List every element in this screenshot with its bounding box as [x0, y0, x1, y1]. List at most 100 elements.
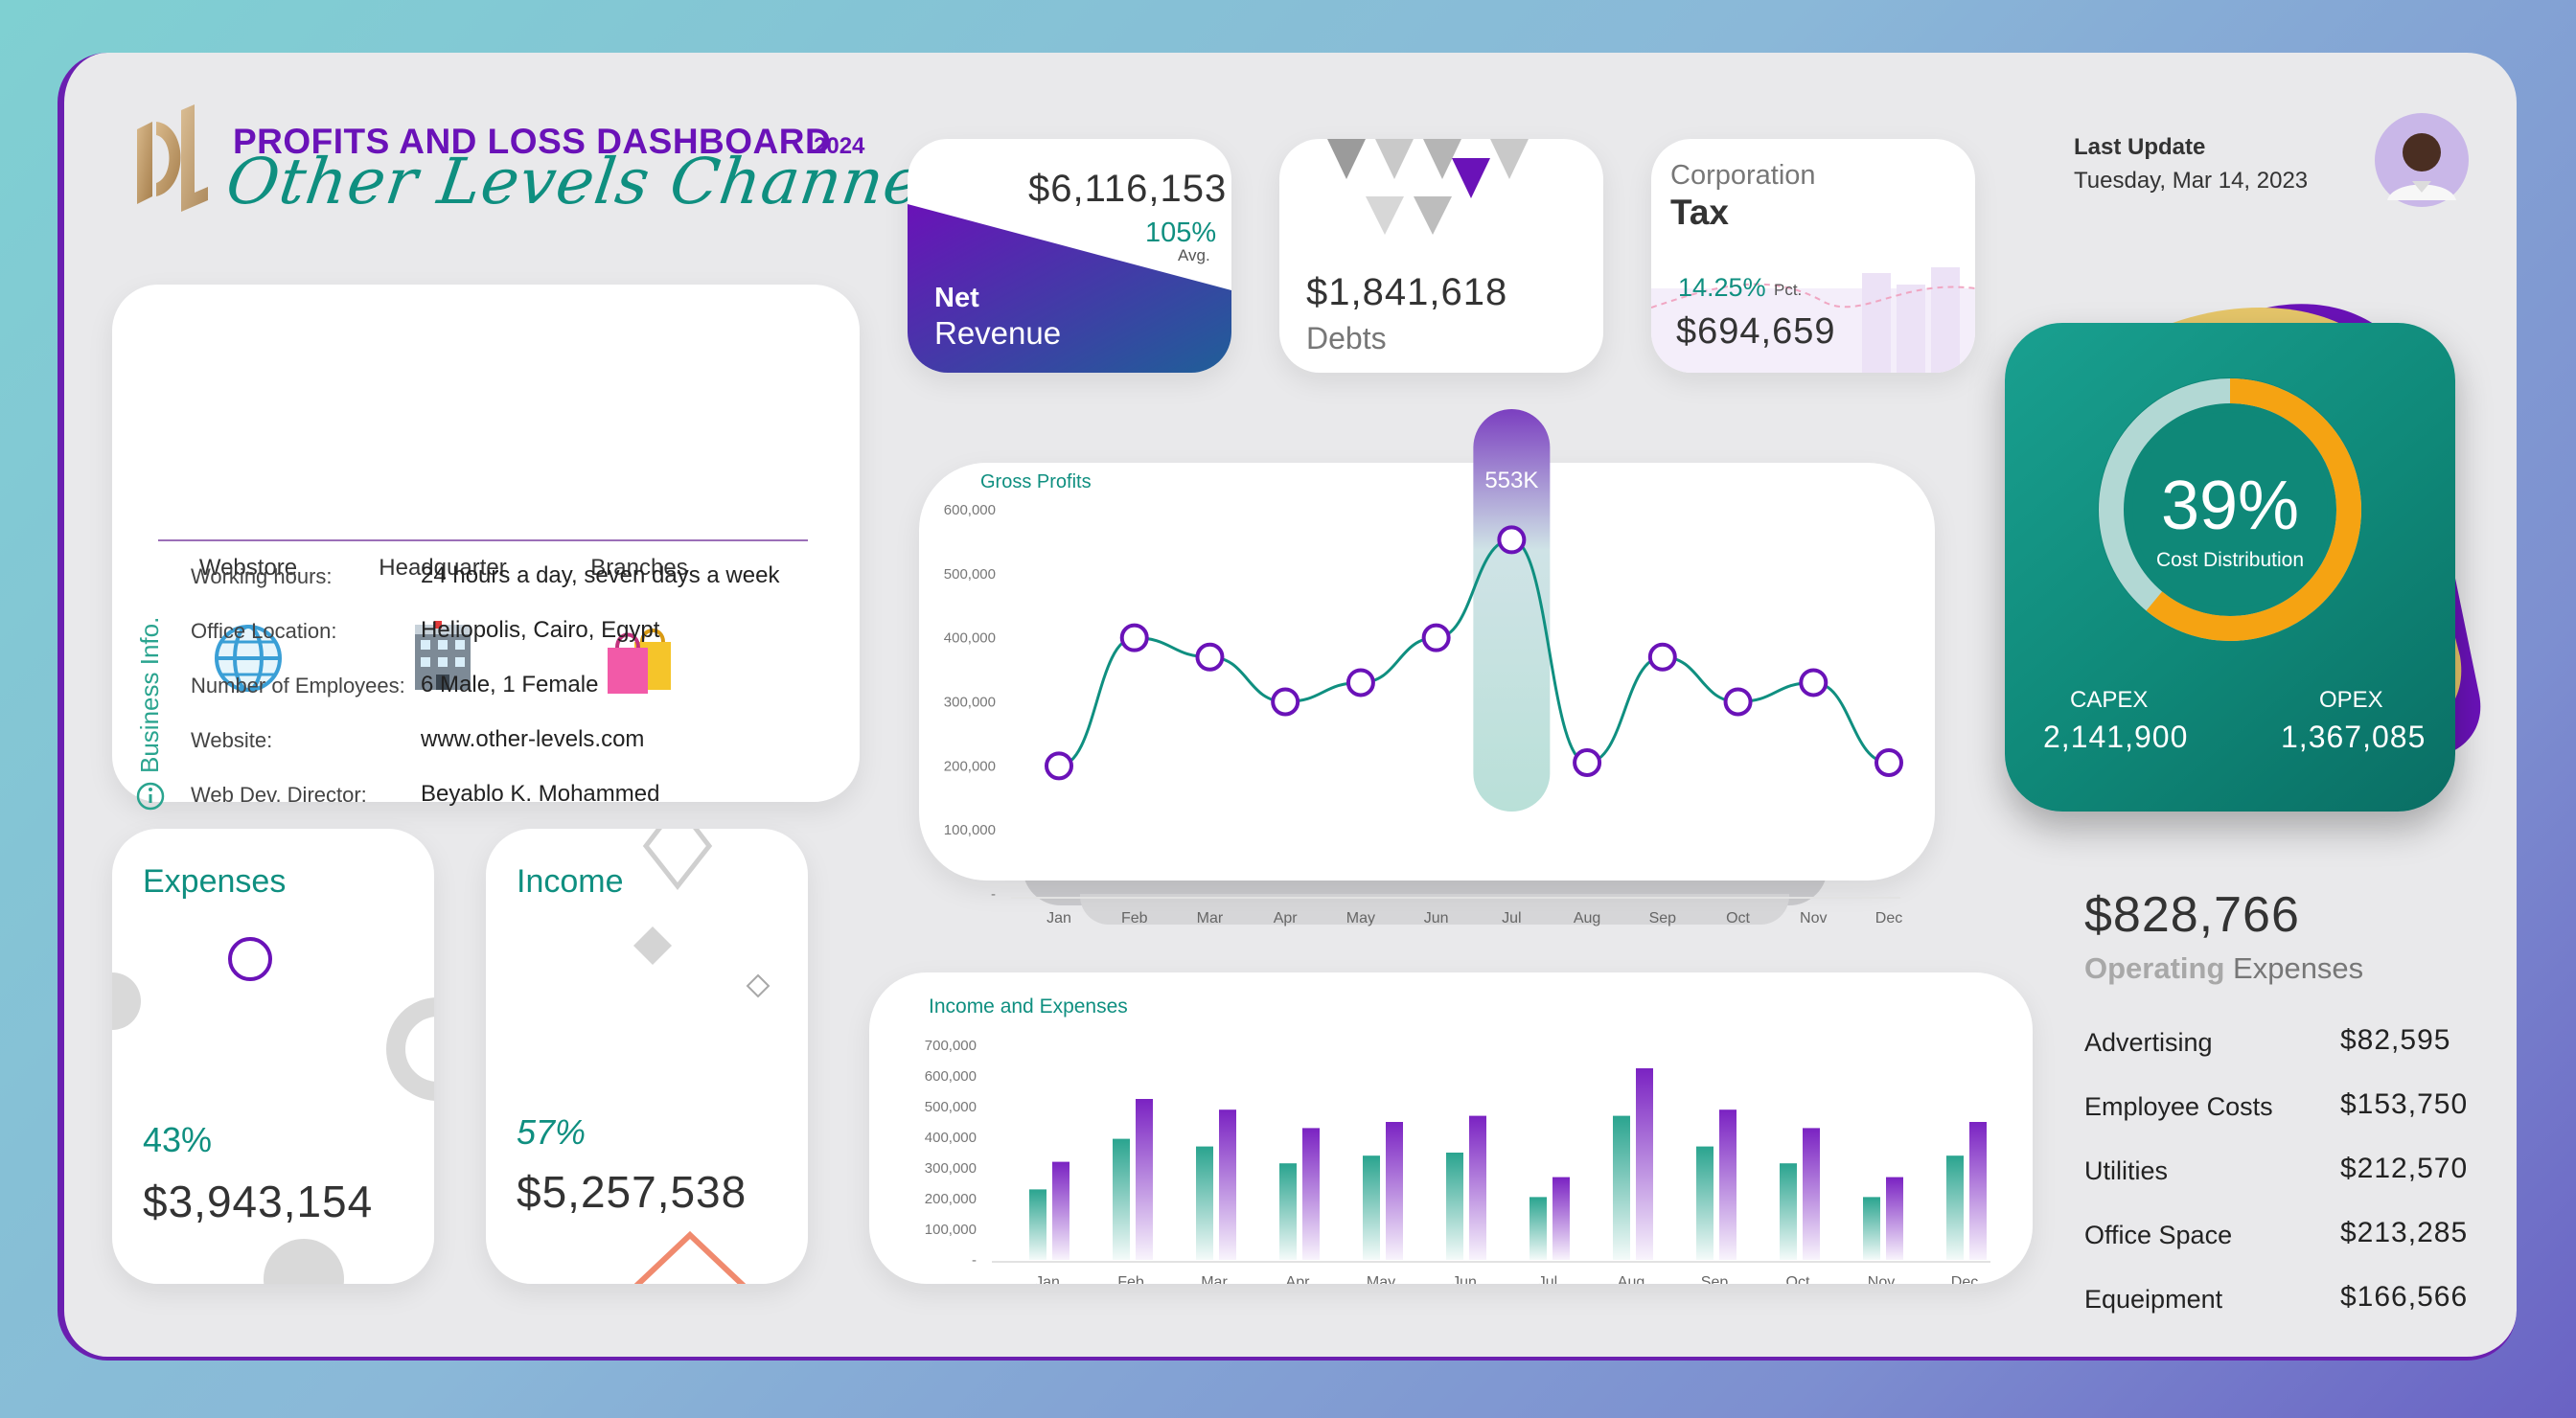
- data-point: [1497, 525, 1527, 555]
- x-tick-label: Nov: [1868, 1274, 1895, 1284]
- data-point: [1119, 623, 1149, 652]
- net-revenue-card: $6,116,153 105% Avg. Net Revenue: [908, 139, 1231, 373]
- capex-value: 2,141,900: [2043, 720, 2189, 754]
- tax-bars-background: [1651, 267, 1975, 373]
- diamond-decoration-icon: [642, 829, 713, 891]
- dashboard-frame: PROFITS AND LOSS DASHBOARD 2024 Other Le…: [58, 53, 2517, 1361]
- opex-label: OPEX: [2319, 687, 2383, 713]
- gross-profits-card: Gross Profits 553K - 100,000 200,000 300,000 4…: [919, 409, 1935, 926]
- tax-label-top: Corporation: [1670, 160, 1816, 191]
- x-tick-label: Apr: [1274, 910, 1299, 926]
- bar: [1886, 1177, 1903, 1260]
- data-point: [1346, 668, 1375, 698]
- info-label: Working hours:: [191, 564, 333, 588]
- operating-item-value: $212,570: [2340, 1153, 2469, 1184]
- channel-headquarter-label: Headquarter: [379, 555, 507, 581]
- bar: [1636, 1068, 1653, 1260]
- diamond-decoration-icon: [633, 1230, 747, 1284]
- y-tick-label: 300,000: [944, 695, 996, 711]
- page-title: PROFITS AND LOSS DASHBOARD: [233, 122, 832, 161]
- info-label: Web Dev. Director:: [191, 783, 367, 807]
- info-label: Office Location:: [191, 619, 337, 643]
- net-revenue-label-bottom: Revenue: [934, 315, 1062, 351]
- last-update-label: Last Update: [2074, 134, 2206, 160]
- expenses-card: Expenses 43% $3,943,154: [112, 829, 434, 1284]
- bar: [1780, 1163, 1797, 1260]
- operating-item-label: Office Space: [2084, 1221, 2233, 1249]
- x-tick-label: Feb: [1117, 1274, 1144, 1284]
- bar: [1552, 1177, 1570, 1260]
- data-point: [1573, 747, 1602, 777]
- x-tick-label: Aug: [1574, 910, 1600, 926]
- x-tick-label: Mar: [1201, 1274, 1228, 1284]
- bar: [1530, 1197, 1547, 1260]
- income-pct: 57%: [517, 1112, 586, 1152]
- net-revenue-value: $6,116,153: [1028, 168, 1228, 210]
- data-point: [1045, 751, 1073, 781]
- x-tick-label: Dec: [1875, 910, 1902, 926]
- circle-decoration-icon: [228, 937, 272, 981]
- y-tick-label: 100,000: [925, 1222, 977, 1238]
- info-value: Beyablo K. Mohammed: [421, 781, 660, 807]
- y-tick-label: 200,000: [944, 758, 996, 774]
- diamond-decoration-icon: [633, 926, 672, 965]
- x-tick-label: Jul: [1502, 910, 1521, 926]
- x-tick-label: Oct: [1786, 1274, 1810, 1284]
- capex-label: CAPEX: [2070, 687, 2149, 713]
- info-value: 6 Male, 1 Female: [421, 672, 599, 698]
- x-tick-label: Jan: [1046, 910, 1071, 926]
- tax-value: $694,659: [1676, 311, 1836, 352]
- bar: [1469, 1115, 1486, 1260]
- bar: [1363, 1155, 1380, 1260]
- income-expenses-card: Income and Expenses - 100,000 200,000 300,00…: [869, 972, 2033, 1284]
- y-tick-label: 700,000: [925, 1038, 977, 1054]
- diamond-decoration-icon: [746, 973, 770, 998]
- expenses-pct: 43%: [143, 1120, 213, 1159]
- avatar[interactable]: [2374, 112, 2470, 208]
- income-card: Income 57% $5,257,538: [486, 829, 808, 1284]
- tax-label-bottom: Tax: [1670, 193, 1730, 232]
- income-title: Income: [517, 863, 624, 900]
- income-value: $5,257,538: [517, 1167, 748, 1217]
- data-point: [1647, 642, 1677, 672]
- y-tick-label: 600,000: [925, 1068, 977, 1085]
- x-tick-label: Jun: [1452, 1274, 1477, 1284]
- info-value: 24 hours a day, seven days a week: [421, 562, 780, 588]
- shopping-bags-icon: [608, 629, 671, 694]
- corporation-tax-card: Corporation Tax 14.25% Pct. $694,659: [1651, 139, 1975, 373]
- bar: [1279, 1163, 1297, 1260]
- operating-expenses-label: Operating Expenses: [2084, 951, 2363, 986]
- operating-item-value: $166,566: [2340, 1281, 2469, 1313]
- bar: [1446, 1153, 1463, 1260]
- bar: [1696, 1146, 1714, 1260]
- bar: [1136, 1099, 1153, 1260]
- x-tick-label: Apr: [1286, 1274, 1311, 1284]
- info-label: Website:: [191, 728, 273, 752]
- y-tick-label: -: [991, 886, 996, 903]
- ring-decoration-icon: [386, 997, 434, 1101]
- x-tick-label: Jun: [1424, 910, 1449, 926]
- net-revenue-pct: 105%: [1145, 217, 1217, 248]
- operating-label-bold: Operating: [2084, 951, 2225, 985]
- income-expenses-chart: Income and Expenses - 100,000 200,000 300,00…: [925, 995, 1990, 1284]
- cost-distribution-donut: [2098, 377, 2362, 642]
- cost-distribution-pct: 39%: [2160, 468, 2300, 544]
- highlight-label: 553K: [1484, 468, 1538, 493]
- y-tick-label: 400,000: [925, 1130, 977, 1146]
- operating-item-label: Utilities: [2084, 1156, 2169, 1185]
- x-tick-label: Oct: [1726, 910, 1750, 926]
- x-tick-label: Jul: [1538, 1274, 1557, 1284]
- y-tick-label: 500,000: [925, 1099, 977, 1115]
- dot-decoration-icon: [112, 972, 141, 1030]
- bar: [1863, 1197, 1880, 1260]
- bar: [1386, 1122, 1403, 1260]
- info-value[interactable]: www.other-levels.com: [421, 726, 645, 752]
- last-update-date: Tuesday, Mar 14, 2023: [2074, 168, 2309, 194]
- bar: [1113, 1138, 1130, 1260]
- operating-label-rest: Expenses: [2233, 951, 2364, 985]
- y-tick-label: -: [972, 1252, 977, 1269]
- bar: [1029, 1189, 1046, 1260]
- y-tick-label: 100,000: [944, 822, 996, 838]
- chart-shadow-strip-2: [1080, 894, 1789, 925]
- tax-pct-note: Pct.: [1774, 281, 1803, 299]
